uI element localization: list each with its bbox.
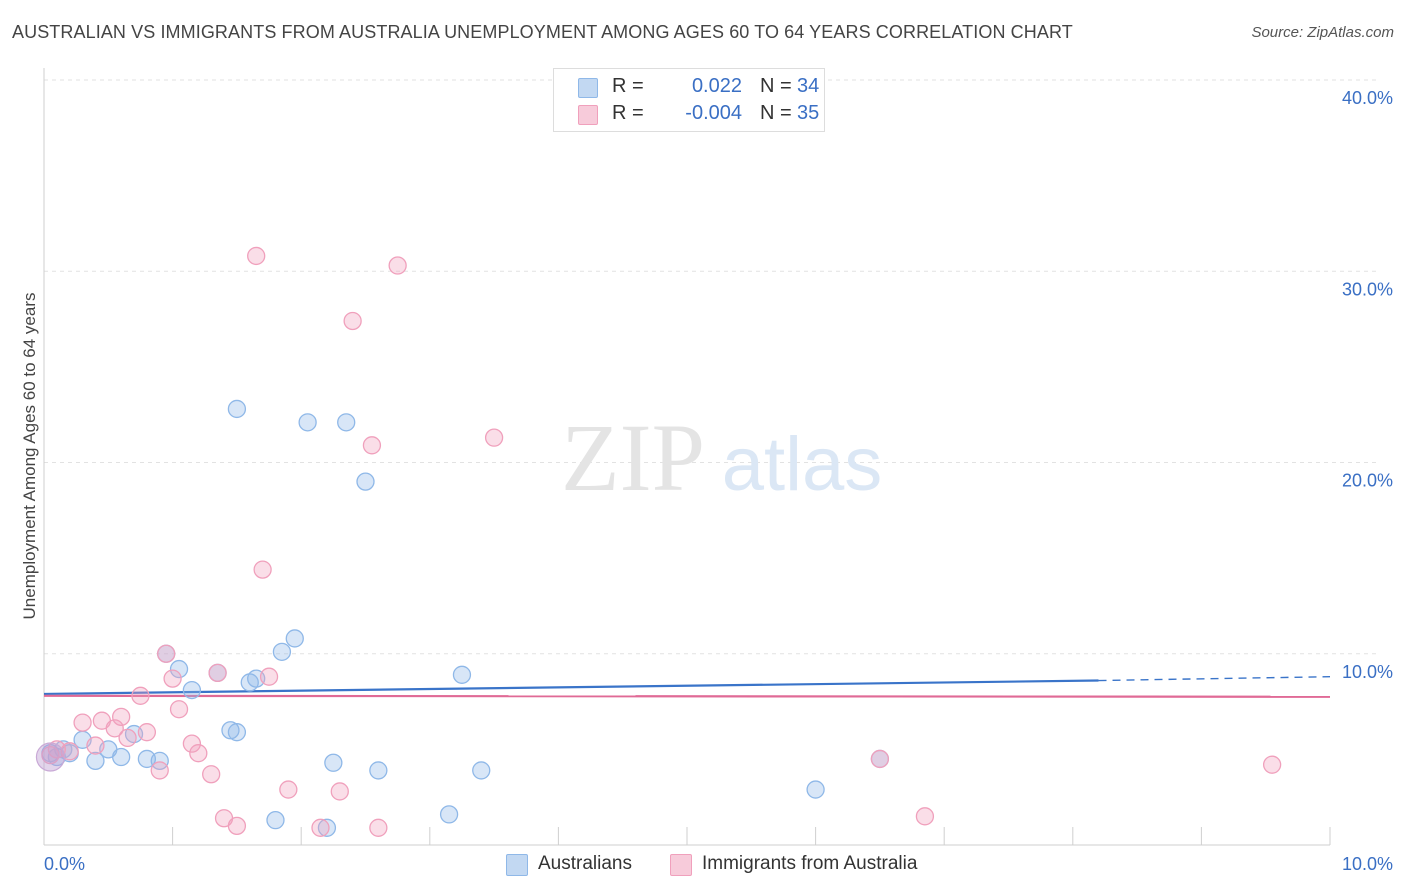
series-name: Immigrants from Australia: [702, 853, 918, 874]
point-s0-17: [227, 399, 247, 419]
point-s1-31: [484, 428, 504, 447]
x-tick-label-0: 0.0%: [44, 854, 85, 874]
point-s1-12: [157, 644, 176, 663]
point-s1-10: [137, 723, 157, 742]
point-s0-16: [227, 723, 247, 742]
chart-source: Source: ZipAtlas.com: [1251, 24, 1394, 41]
point-s1-34: [1262, 755, 1282, 774]
point-s0-29: [439, 805, 459, 824]
y-tick-label-2: 30.0%: [1342, 279, 1393, 299]
legend-r-value: 0.022: [691, 75, 742, 97]
point-s1-18: [208, 663, 227, 683]
point-cluster-origin: [35, 742, 66, 772]
legend-swatch-immigrants: [578, 105, 598, 125]
point-s1-22: [253, 560, 272, 579]
axes: [43, 68, 1331, 846]
point-s1-3: [73, 713, 92, 732]
point-s0-27: [356, 472, 375, 491]
point-s1-27: [343, 311, 362, 331]
point-s0-7: [112, 747, 131, 767]
point-s1-13: [163, 669, 182, 688]
trend-line-0: [43, 679, 1099, 696]
point-s1-4: [86, 736, 105, 755]
legend-r-label: R =: [612, 102, 644, 124]
point-s1-11: [150, 761, 169, 780]
point-s1-17: [202, 765, 221, 784]
point-s0-30: [452, 665, 472, 684]
legend-swatch-immigrants: [670, 854, 692, 876]
point-s1-33: [915, 807, 935, 826]
point-s1-26: [330, 782, 349, 801]
legend-n-label: N =: [760, 75, 792, 97]
legend-n-label: N =: [760, 102, 792, 124]
point-s1-25: [311, 818, 330, 837]
trend-lines: [43, 676, 1331, 698]
point-s1-28: [362, 436, 382, 455]
point-s0-26: [337, 413, 356, 432]
watermark-atlas: atlas: [722, 422, 883, 507]
legend-r-value: -0.004: [685, 102, 742, 124]
point-s0-24: [317, 818, 337, 837]
y-axis-label: Unemployment Among Ages 60 to 64 years: [20, 292, 39, 620]
point-s1-29: [369, 818, 388, 837]
y-tick-label-3: 40.0%: [1342, 88, 1393, 108]
point-s1-16: [189, 744, 208, 763]
series-legend: Australians Immigrants from Australia: [0, 852, 1406, 878]
point-s1-20: [227, 816, 247, 836]
point-s1-23: [259, 667, 279, 686]
y-tick-label-0: 10.0%: [1342, 662, 1393, 682]
point-s0-12: [169, 659, 189, 679]
trend-line-extension-0: [1098, 676, 1331, 682]
legend-swatch-australians: [578, 78, 598, 98]
point-s0-22: [285, 629, 304, 648]
legend-r-label: R =: [612, 75, 644, 97]
x-tick-label-1: 10.0%: [1342, 854, 1393, 874]
x-tick-labels: 0.0% 10.0%: [44, 854, 1393, 874]
point-s0-31: [472, 761, 491, 780]
point-s0-20: [266, 810, 285, 830]
watermark-zip: ZIP: [561, 404, 705, 511]
point-s1-8: [118, 728, 137, 748]
point-s1-30: [388, 256, 407, 275]
point-s1-15: [182, 734, 202, 753]
point-s0-25: [324, 753, 343, 772]
point-s1-2: [60, 742, 79, 761]
legend-n-value: 35: [797, 102, 820, 124]
gridlines: [44, 79, 1380, 655]
point-s0-28: [369, 761, 388, 780]
point-s1-24: [279, 780, 298, 799]
legend-swatch-australians: [506, 854, 528, 876]
point-s1-21: [247, 246, 266, 266]
point-s0-10: [150, 751, 169, 770]
point-s1-7: [112, 707, 131, 727]
correlation-legend: R = 0.022 N = 34 R = -0.004 N = 35: [553, 68, 825, 132]
point-s0-5: [86, 751, 105, 770]
point-s0-21: [272, 642, 292, 661]
y-tick-labels: 10.0% 20.0% 30.0% 40.0%: [1342, 88, 1393, 682]
point-s0-13: [182, 680, 202, 700]
watermark: ZIP atlas: [561, 404, 882, 511]
series-name: Australians: [538, 853, 632, 874]
legend-n-value: 34: [797, 75, 820, 97]
point-s1-32: [870, 749, 890, 769]
trend-line-1: [43, 694, 1331, 698]
point-s1-14: [169, 700, 189, 719]
point-s0-23: [298, 413, 317, 432]
data-points: [35, 246, 1282, 837]
point-s1-9: [131, 686, 150, 705]
chart-title: AUSTRALIAN VS IMMIGRANTS FROM AUSTRALIA …: [12, 22, 1073, 42]
y-tick-label-1: 20.0%: [1342, 471, 1393, 491]
point-s0-32: [806, 780, 825, 799]
point-s1-6: [105, 719, 124, 738]
point-s0-15: [221, 721, 240, 740]
